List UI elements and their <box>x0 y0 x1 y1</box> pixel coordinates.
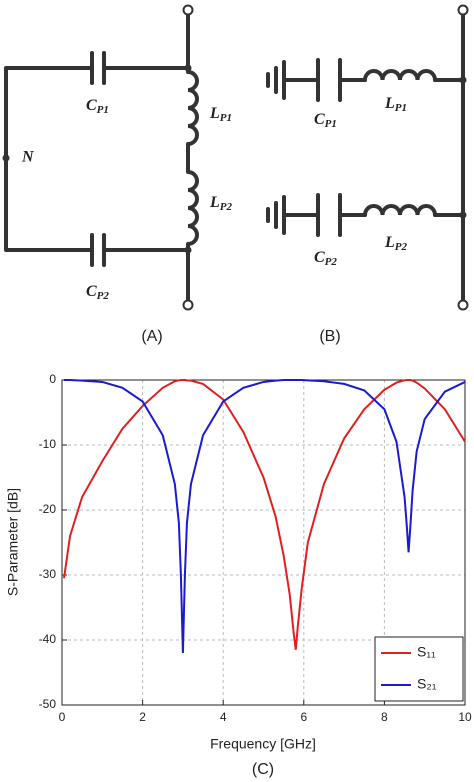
y-tick-label: -10 <box>39 437 57 451</box>
y-tick-label: -30 <box>39 567 57 581</box>
x-tick-label: 6 <box>300 710 307 724</box>
capacitor <box>90 51 106 267</box>
series-line <box>64 379 466 654</box>
node <box>2 154 10 162</box>
component-label: LP1 <box>384 95 407 114</box>
terminal <box>457 4 469 16</box>
x-tick-label: 2 <box>139 710 146 724</box>
legend-label: S₁₁ <box>417 644 436 660</box>
component-label: CP2 <box>86 283 109 302</box>
node-label: N <box>21 149 35 166</box>
node <box>459 76 467 84</box>
inductor <box>186 170 199 246</box>
y-tick-label: 0 <box>49 372 56 386</box>
terminal <box>182 299 194 311</box>
component-label: LP2 <box>384 234 408 253</box>
component-label: CP2 <box>314 249 337 268</box>
panel-label: (A) <box>141 328 162 345</box>
y-tick-label: -40 <box>39 632 57 646</box>
x-tick-label: 4 <box>220 710 227 724</box>
component-label: LP1 <box>209 105 232 124</box>
x-tick-label: 8 <box>381 710 388 724</box>
component-label: CP1 <box>314 111 337 130</box>
component-label: CP1 <box>86 97 109 116</box>
inductor <box>363 204 437 217</box>
node <box>184 64 192 72</box>
y-tick-label: -50 <box>39 697 57 711</box>
x-tick-label: 10 <box>458 710 472 724</box>
inductor <box>363 69 437 82</box>
inductor <box>186 70 199 146</box>
panel-label: (B) <box>319 328 340 345</box>
terminal <box>182 4 194 16</box>
y-axis-title: S-Parameter [dB] <box>5 488 21 596</box>
circuit-b: CP1 LP1 CP2 LP2 (B) <box>266 4 469 345</box>
node <box>184 246 192 254</box>
component-label: LP2 <box>209 194 233 213</box>
x-tick-label: 0 <box>59 710 66 724</box>
branch <box>266 58 465 102</box>
legend-label: S₂₁ <box>417 676 437 692</box>
plot-frame <box>61 379 466 706</box>
terminal <box>457 299 469 311</box>
node <box>459 211 467 219</box>
circuit-a: N CP1 LP1 LP2 CP2 (A) <box>2 4 233 345</box>
panel-label: (C) <box>252 761 274 778</box>
legend-box <box>374 636 464 702</box>
chart: Frequency [GHz] S-Parameter [dB] (C) 0 -1… <box>5 372 472 778</box>
series-line <box>63 379 466 650</box>
x-axis-title: Frequency [GHz] <box>210 736 316 752</box>
y-tick-label: -20 <box>39 502 57 516</box>
branch <box>266 193 465 237</box>
